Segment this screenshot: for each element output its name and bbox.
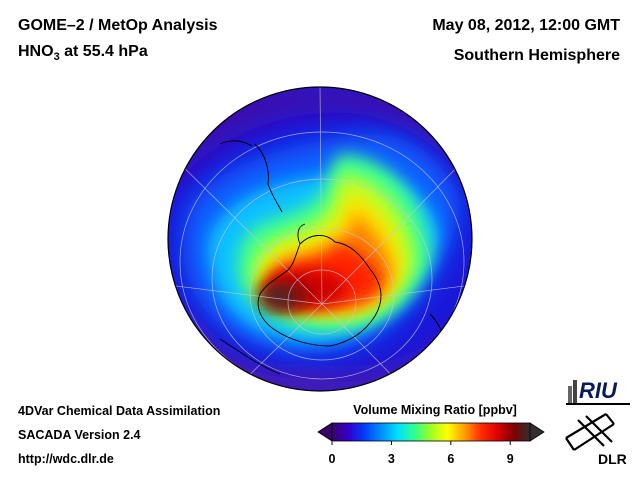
colorbar-max-arrow — [529, 422, 545, 442]
colorbar-ramp — [331, 422, 531, 442]
dlr-logo-text: DLR — [598, 451, 627, 467]
graticule — [168, 87, 472, 391]
dlr-logo: DLR — [565, 413, 627, 467]
species-pressure: at 55.4 hPa — [59, 43, 148, 60]
colorbar-tick-label: 3 — [387, 452, 395, 466]
dlr-emblem-icon — [565, 413, 615, 451]
colorbar-tick-label: 6 — [447, 452, 455, 466]
species-label: HNO3 at 55.4 hPa — [18, 43, 148, 63]
species-subscript: 3 — [53, 51, 60, 64]
map-title: GOME–2 / MetOp Analysis — [18, 17, 218, 34]
analysis-date: May 08, 2012, 12:00 GMT — [432, 17, 620, 34]
riu-logo-text: RIU — [579, 378, 618, 403]
polar-map — [167, 86, 473, 392]
footer-url[interactable]: http://wdc.dlr.de — [18, 452, 114, 466]
colorbar-min-arrow — [317, 422, 333, 442]
colorbar-tick-label: 9 — [506, 452, 514, 466]
riu-logo: RIU — [566, 378, 630, 405]
colorbar-tick-label: 0 — [328, 452, 336, 466]
globe-outline — [167, 86, 473, 392]
footer-method: 4DVar Chemical Data Assimilation — [18, 404, 221, 418]
footer-version: SACADA Version 2.4 — [18, 428, 141, 442]
hemisphere-label: Southern Hemisphere — [453, 47, 620, 64]
hno3-field — [168, 87, 472, 391]
colorbar — [317, 422, 545, 445]
colorbar-title: Volume Mixing Ratio [ppbv] — [353, 403, 517, 417]
species-formula: HNO — [18, 43, 54, 60]
